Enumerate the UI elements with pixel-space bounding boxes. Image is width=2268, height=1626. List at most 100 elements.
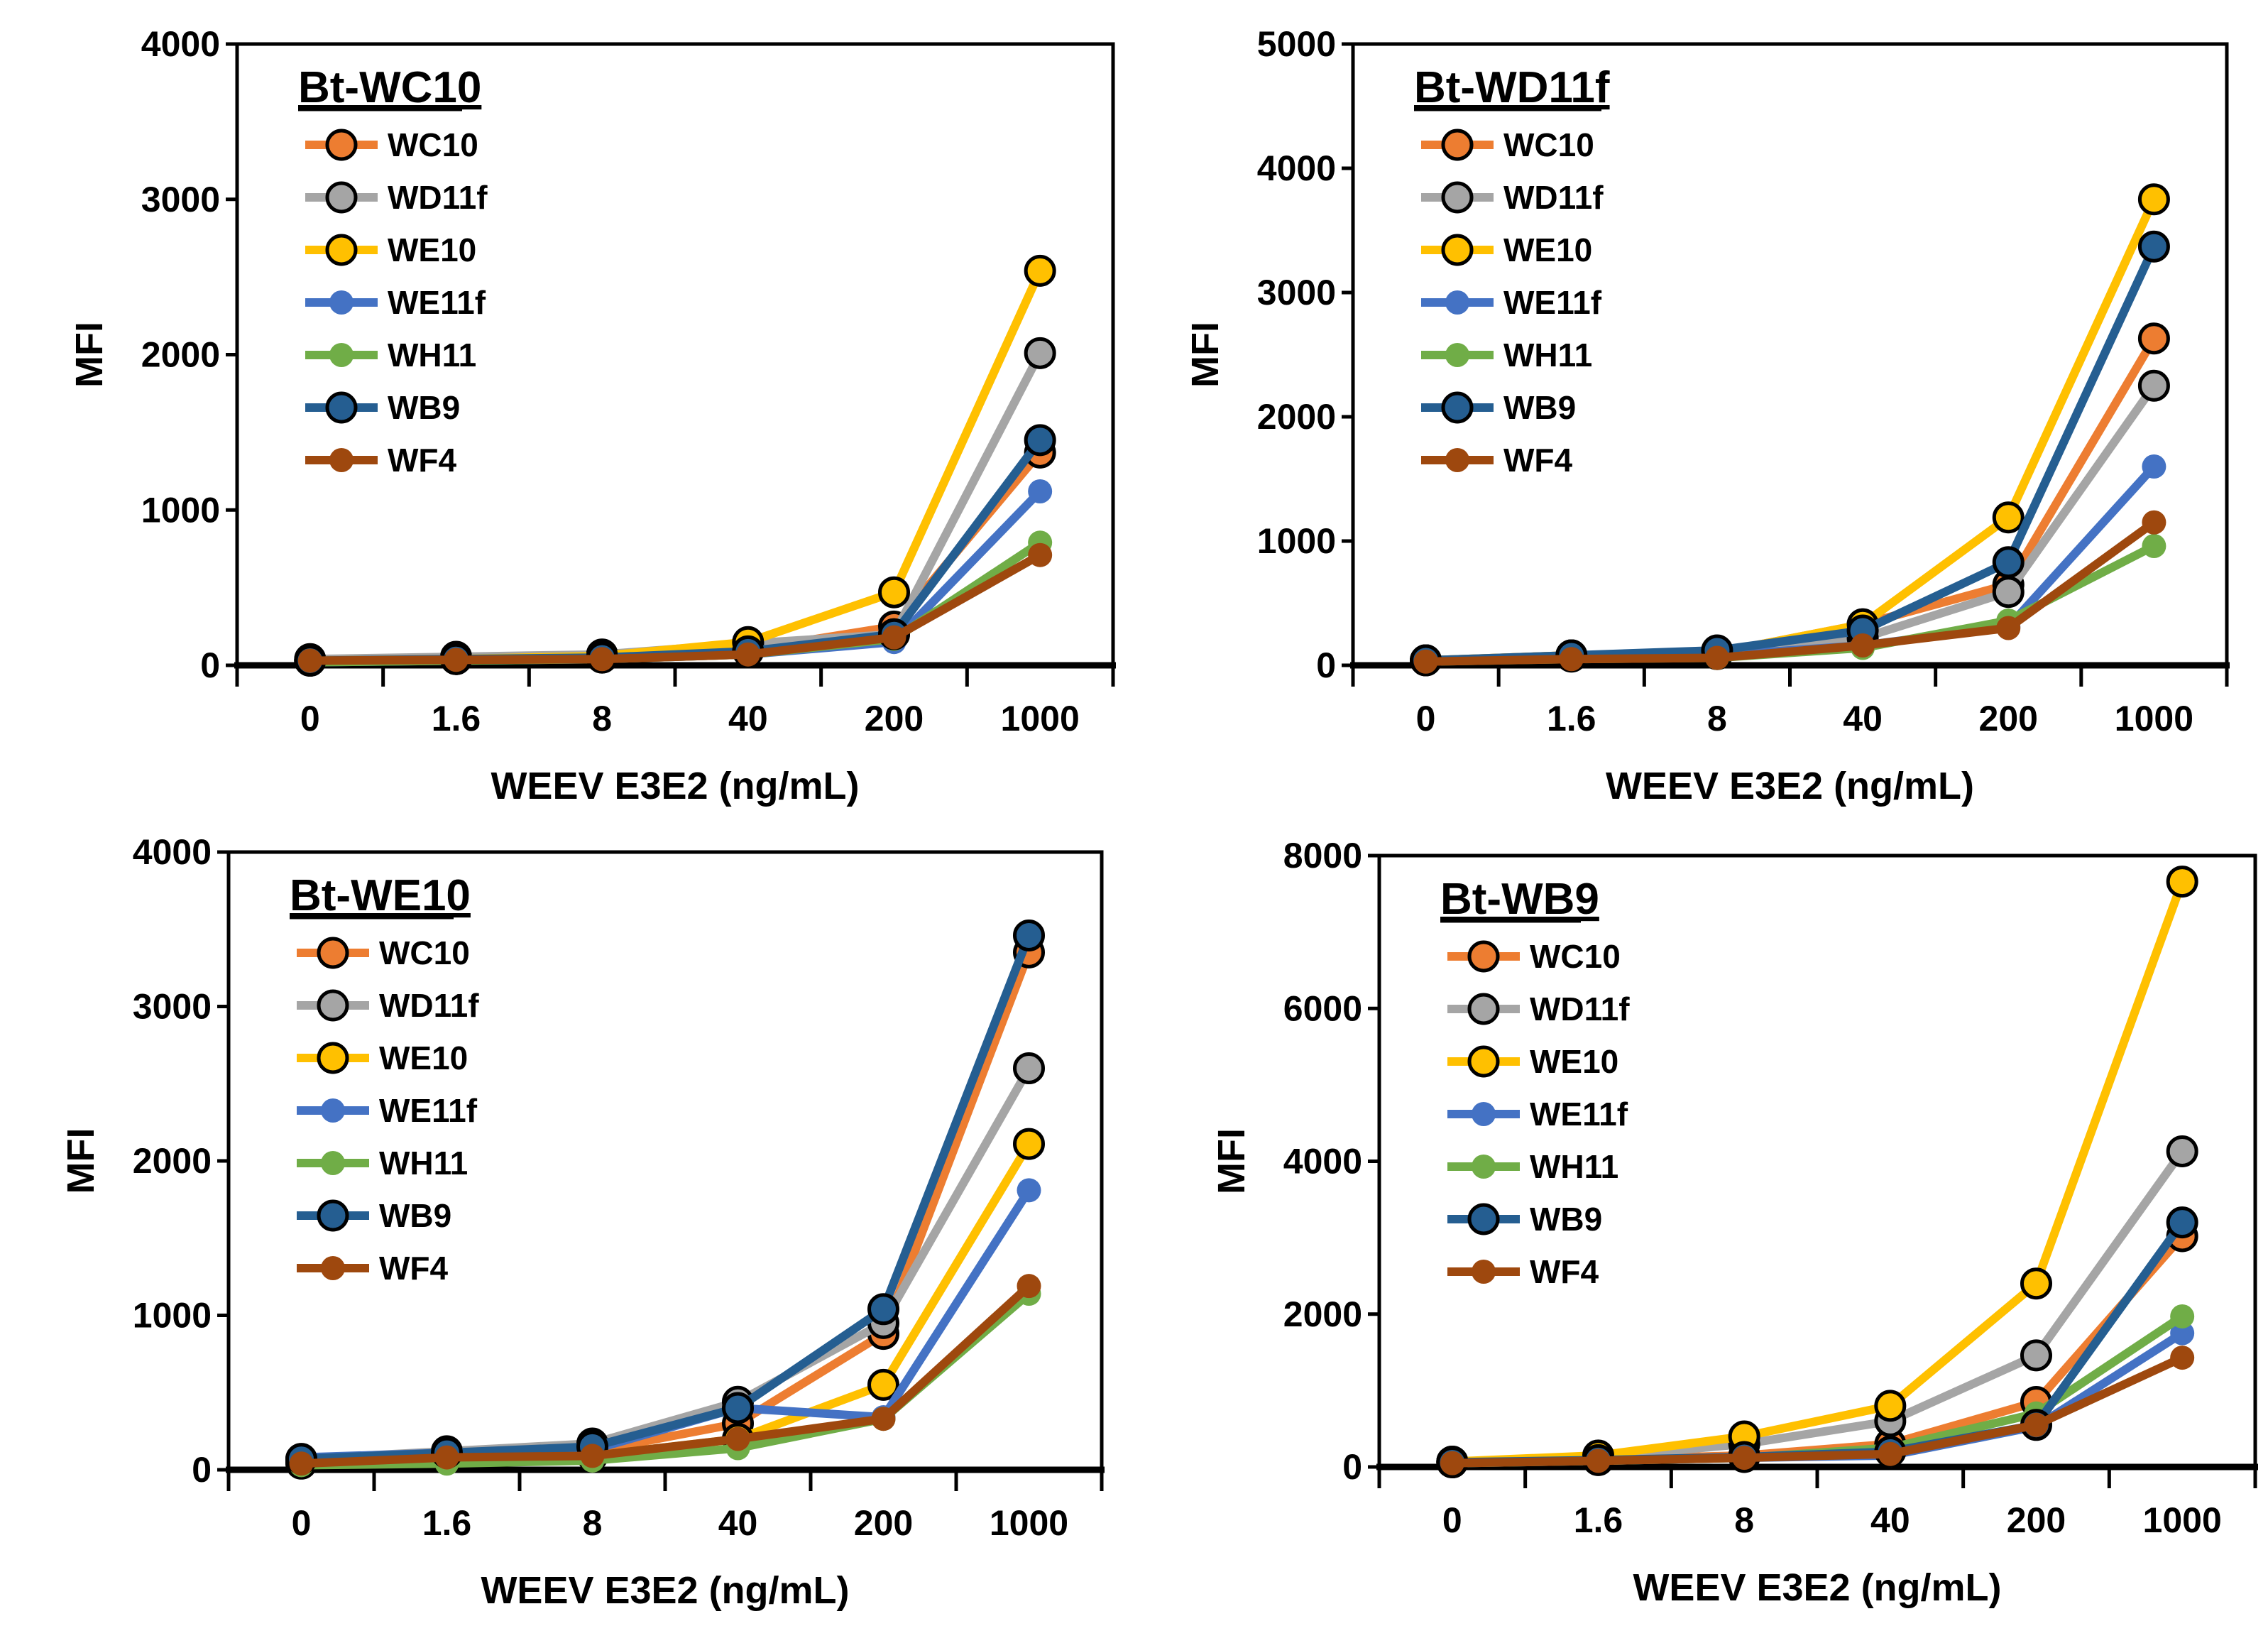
data-point-WD11f: [1024, 337, 1056, 369]
legend-label: WF4: [388, 442, 457, 479]
data-point-WD11f: [2137, 369, 2170, 402]
legend: Bt-WE10 WC10 WD11f WE10 WE11f WH11 WB9 WF4: [290, 871, 479, 1287]
y-tick-label: 8000: [1283, 836, 1362, 875]
data-point-WF4: [580, 1444, 605, 1468]
y-tick-label: 4000: [133, 832, 212, 872]
legend-marker-WD11f: [317, 989, 349, 1022]
data-point-WE10: [1874, 1390, 1907, 1422]
chart-title: Bt-WD11f: [1414, 63, 1610, 112]
x-tick-label: 1000: [2115, 699, 2193, 738]
data-point-WF4: [1440, 1451, 1464, 1475]
series-WF4: [297, 542, 1053, 673]
x-axis-label: WEEV E3E2 (ng/mL): [1633, 1566, 2001, 1609]
series-line-WF4: [301, 1282, 1032, 1468]
x-tick-label: 1000: [990, 1503, 1068, 1543]
legend-marker-WB9: [317, 1199, 349, 1232]
data-point-WE10: [878, 576, 910, 609]
data-point-WF4: [1704, 645, 1729, 670]
y-tick-label: 5000: [1257, 24, 1336, 64]
x-tick-label: 1.6: [422, 1503, 472, 1543]
x-tick-label: 200: [865, 699, 924, 738]
legend-label: WE11f: [1530, 1096, 1628, 1133]
legend-label: WH11: [379, 1145, 468, 1182]
legend-label: WE10: [388, 231, 476, 268]
legend-marker-WE11f: [1445, 290, 1469, 315]
x-tick-label: 1.6: [1547, 699, 1596, 738]
legend-label: WE11f: [388, 284, 486, 321]
series-line-WE10: [301, 1141, 1033, 1468]
series-line-WC10: [1425, 336, 2158, 665]
legend-marker-WE10: [1441, 234, 1474, 266]
y-tick-label: 2000: [1283, 1294, 1362, 1334]
data-point-WF4: [1732, 1446, 1757, 1471]
legend-marker-WH11: [1445, 343, 1469, 367]
legend-label: WD11f: [379, 987, 479, 1024]
series-WF4: [1413, 510, 2166, 674]
data-point-WB9: [1024, 424, 1056, 457]
legend: Bt-WD11f WC10 WD11f WE10 WE11f WH11 WB9 WF4: [1414, 63, 1610, 479]
series-WF4: [1440, 1346, 2195, 1475]
data-point-WE10: [1024, 254, 1056, 287]
legend-marker-WE10: [325, 234, 358, 266]
series-WH11: [1440, 1304, 2195, 1475]
y-tick-label: 4000: [141, 24, 220, 64]
y-axis-label: MFI: [1184, 322, 1227, 388]
series-line-WB9: [301, 934, 1034, 1463]
data-point-WB9: [1992, 546, 2025, 579]
x-tick-label: 8: [1707, 699, 1727, 738]
series-line-WF4: [1425, 518, 2157, 666]
legend-label: WE10: [379, 1040, 468, 1076]
legend-label: WE10: [1503, 231, 1592, 268]
x-tick-label: 200: [1979, 699, 2038, 738]
chart-panel-4: 0 2000 4000 6000 8000 0 1.6 8 40 200 1000 WEEV E3E2…: [1210, 836, 2258, 1609]
y-axis-label: MFI: [1210, 1128, 1253, 1194]
legend-label: WC10: [388, 126, 478, 163]
legend-marker-WF4: [321, 1256, 345, 1280]
y-tick-label: 2000: [1257, 397, 1336, 437]
data-point-WF4: [1017, 1274, 1041, 1299]
data-point-WF4: [735, 642, 760, 667]
legend-marker-WE11f: [321, 1098, 345, 1123]
x-tick-label: 0: [292, 1503, 312, 1543]
data-point-WC10: [2137, 322, 2170, 355]
data-point-WB9: [722, 1392, 754, 1424]
chart-panel-2: 0 1000 2000 3000 4000 5000 0 1.6 8 40 200 1000 WEEV …: [1184, 24, 2230, 807]
legend-label: WC10: [379, 934, 470, 971]
series-line-WD11f: [1452, 1149, 2186, 1466]
series-WF4: [289, 1274, 1041, 1476]
x-tick-label: 0: [1442, 1500, 1462, 1540]
y-tick-label: 0: [1316, 645, 1336, 685]
x-tick-label: 1.6: [1574, 1500, 1623, 1540]
y-tick-label: 1000: [141, 490, 220, 530]
legend-label: WF4: [1503, 442, 1573, 479]
data-point-WE11f: [1028, 479, 1053, 503]
legend-label: WB9: [1530, 1201, 1602, 1238]
data-point-WF4: [2142, 510, 2166, 535]
chart-title: Bt-WE10: [290, 871, 471, 920]
chart-panel-3: 0 1000 2000 3000 4000 0 1.6 8 40 200 1000 WEEV E3E2…: [60, 832, 1105, 1612]
data-point-WF4: [1413, 649, 1438, 674]
data-point-WE10: [2020, 1267, 2052, 1300]
x-tick-label: 0: [300, 699, 320, 738]
data-point-WF4: [590, 647, 615, 672]
legend: Bt-WC10 WC10 WD11f WE10 WE11f WH11 WB9 WF4: [298, 63, 488, 479]
legend-label: WD11f: [1503, 179, 1604, 216]
x-tick-label: 40: [1843, 699, 1883, 738]
y-axis-label: MFI: [68, 322, 111, 388]
y-tick-label: 6000: [1283, 988, 1362, 1028]
data-point-WF4: [1996, 616, 2021, 640]
data-point-WF4: [1851, 633, 1875, 658]
legend-label: WB9: [1503, 389, 1576, 426]
legend-marker-WH11: [321, 1151, 345, 1175]
data-point-WH11: [2142, 534, 2166, 558]
x-tick-label: 1000: [1001, 699, 1080, 738]
x-axis-label: WEEV E3E2 (ng/mL): [481, 1569, 849, 1612]
y-tick-label: 1000: [133, 1296, 212, 1336]
legend-label: WH11: [1530, 1148, 1618, 1185]
y-tick-label: 4000: [1257, 148, 1336, 188]
chart-title: Bt-WC10: [298, 63, 481, 112]
data-point-WF4: [444, 648, 469, 672]
data-point-WE11f: [2170, 1321, 2195, 1346]
data-point-WE10: [1992, 501, 2025, 534]
